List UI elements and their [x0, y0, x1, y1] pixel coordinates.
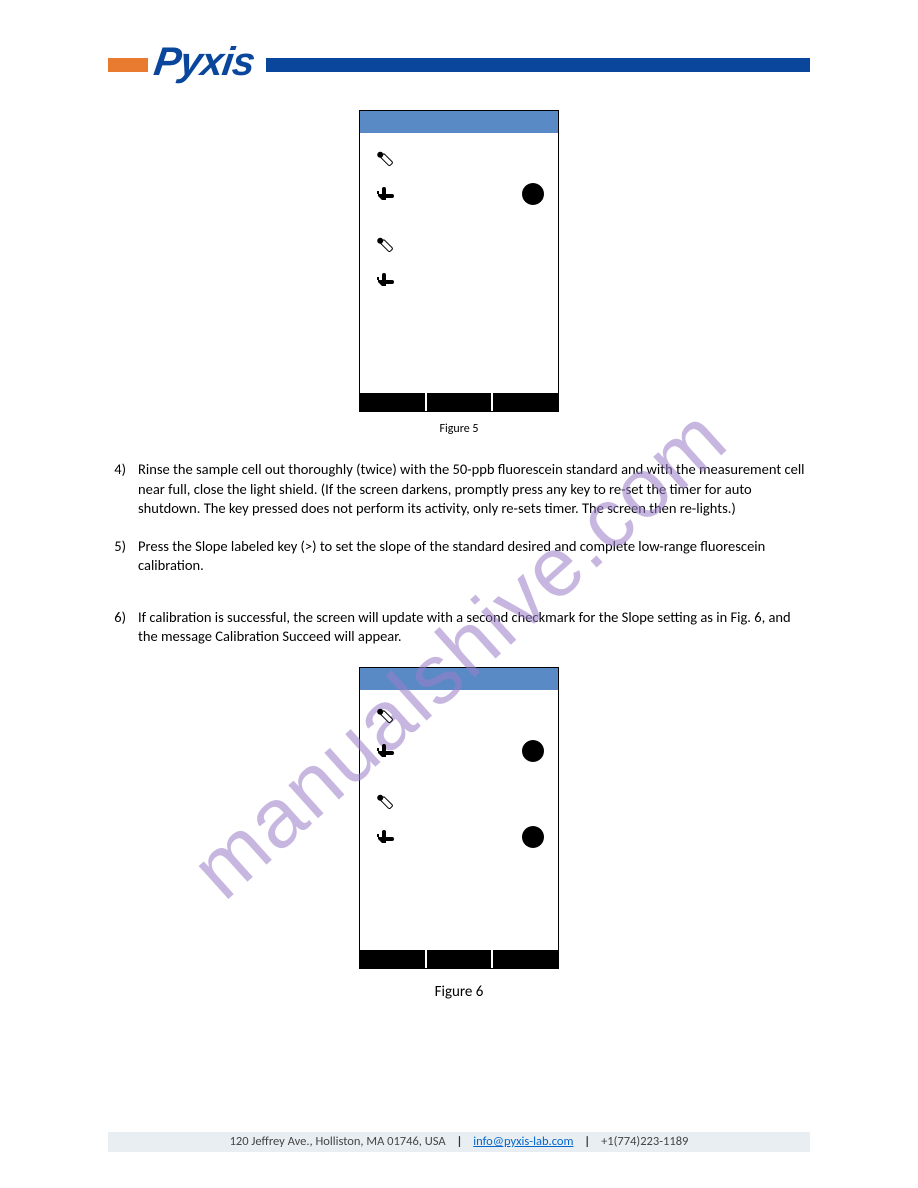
- figure-caption: Figure 6: [108, 983, 810, 1001]
- instruction-number: 6): [108, 608, 138, 647]
- device-screenshot: [359, 110, 559, 412]
- device-step-row: [374, 181, 544, 207]
- footer-separator: |: [584, 1134, 590, 1149]
- hand-point-icon: [374, 271, 402, 289]
- instruction-item: 6) If calibration is successful, the scr…: [108, 608, 810, 647]
- status-dot: [522, 183, 544, 205]
- device-step-row: [374, 151, 544, 177]
- brand-logo: Pyxis: [149, 42, 263, 88]
- status-dot: [522, 826, 544, 848]
- instruction-text: If calibration is successful, the screen…: [138, 608, 810, 647]
- footer-phone: +1(774)223-1189: [601, 1134, 688, 1149]
- instruction-number: 5): [108, 537, 138, 576]
- instruction-number: 4): [108, 460, 138, 519]
- page-header: Pyxis: [108, 40, 810, 90]
- figure-6: Figure 6: [108, 667, 810, 1001]
- status-dot: [522, 740, 544, 762]
- header-accent-blue: [266, 58, 810, 72]
- instruction-item: 4) Rinse the sample cell out thoroughly …: [108, 460, 810, 519]
- device-step-row: [374, 708, 544, 734]
- device-step-row: [374, 824, 544, 850]
- figure-5: Figure 5: [108, 110, 810, 436]
- page-footer: 120 Jeffrey Ave., Holliston, MA 01746, U…: [108, 1132, 810, 1152]
- device-step-row: [374, 237, 544, 263]
- instruction-list: 4) Rinse the sample cell out thoroughly …: [108, 460, 810, 647]
- hand-point-icon: [374, 828, 402, 846]
- footer-address: 120 Jeffrey Ave., Holliston, MA 01746, U…: [230, 1134, 446, 1149]
- instruction-item: 5) Press the Slope labeled key (>) to se…: [108, 537, 810, 576]
- device-body: [360, 133, 558, 393]
- figure-caption: Figure 5: [108, 422, 810, 436]
- device-body: [360, 690, 558, 950]
- footer-email-link[interactable]: info@pyxis-lab.com: [473, 1134, 573, 1149]
- hand-point-icon: [374, 742, 402, 760]
- footer-separator: |: [456, 1134, 462, 1149]
- dropper-icon: [374, 712, 402, 730]
- device-topbar: [360, 668, 558, 690]
- dropper-icon: [374, 798, 402, 816]
- dropper-icon: [374, 241, 402, 259]
- device-bottombar: [360, 393, 558, 411]
- instruction-text: Press the Slope labeled key (>) to set t…: [138, 537, 810, 576]
- device-bottombar: [360, 950, 558, 968]
- header-accent-orange: [108, 58, 148, 72]
- hand-point-icon: [374, 185, 402, 203]
- dropper-icon: [374, 155, 402, 173]
- device-step-row: [374, 738, 544, 764]
- instruction-text: Rinse the sample cell out thoroughly (tw…: [138, 460, 810, 519]
- device-screenshot: [359, 667, 559, 969]
- device-step-row: [374, 794, 544, 820]
- device-topbar: [360, 111, 558, 133]
- device-step-row: [374, 267, 544, 293]
